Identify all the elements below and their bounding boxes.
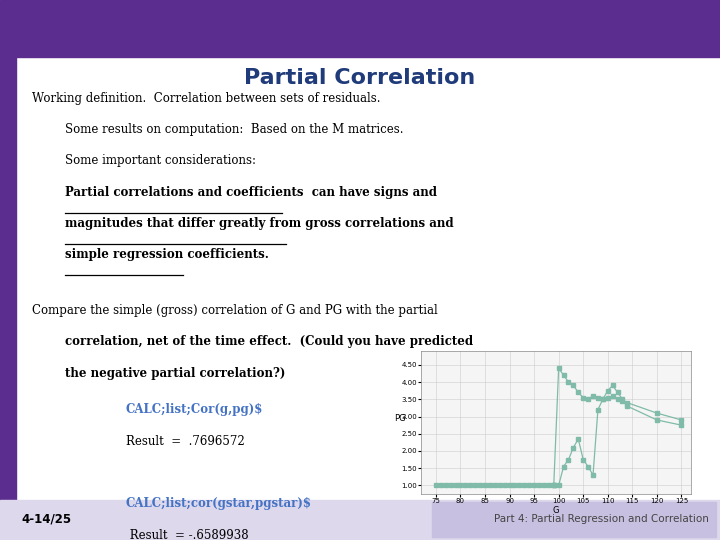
Text: Working definition.  Correlation between sets of residuals.: Working definition. Correlation between … xyxy=(32,92,381,105)
Text: the negative partial correlation?): the negative partial correlation?) xyxy=(65,367,285,380)
Text: 4-14/25: 4-14/25 xyxy=(22,513,72,526)
Text: correlation, net of the time effect.  (Could you have predicted: correlation, net of the time effect. (Co… xyxy=(65,335,473,348)
Text: Part 4: Partial Regression and Correlation: Part 4: Partial Regression and Correlati… xyxy=(495,515,709,524)
Text: Compare the simple (gross) correlation of G and PG with the partial: Compare the simple (gross) correlation o… xyxy=(32,304,438,317)
Bar xyxy=(0,0,720,57)
Text: Result  =  .7696572: Result = .7696572 xyxy=(126,435,245,448)
Text: Partial Correlation: Partial Correlation xyxy=(244,68,476,89)
X-axis label: G: G xyxy=(553,505,559,515)
Bar xyxy=(432,502,716,537)
Text: magnitudes that differ greatly from gross correlations and: magnitudes that differ greatly from gros… xyxy=(65,217,454,230)
Text: CALC;list;cor(gstar,pgstar)$: CALC;list;cor(gstar,pgstar)$ xyxy=(126,497,312,510)
Text: Partial correlations and coefficients  can have signs and: Partial correlations and coefficients ca… xyxy=(65,186,437,199)
Bar xyxy=(0,57,16,500)
Text: Result  = -.6589938: Result = -.6589938 xyxy=(126,529,248,540)
Bar xyxy=(0,500,720,540)
Text: Some important considerations:: Some important considerations: xyxy=(65,154,256,167)
Y-axis label: PG: PG xyxy=(394,414,405,422)
Text: simple regression coefficients.: simple regression coefficients. xyxy=(65,248,269,261)
Text: Some results on computation:  Based on the M matrices.: Some results on computation: Based on th… xyxy=(65,123,403,136)
Text: CALC;list;Cor(g,pg)$: CALC;list;Cor(g,pg)$ xyxy=(126,403,264,416)
